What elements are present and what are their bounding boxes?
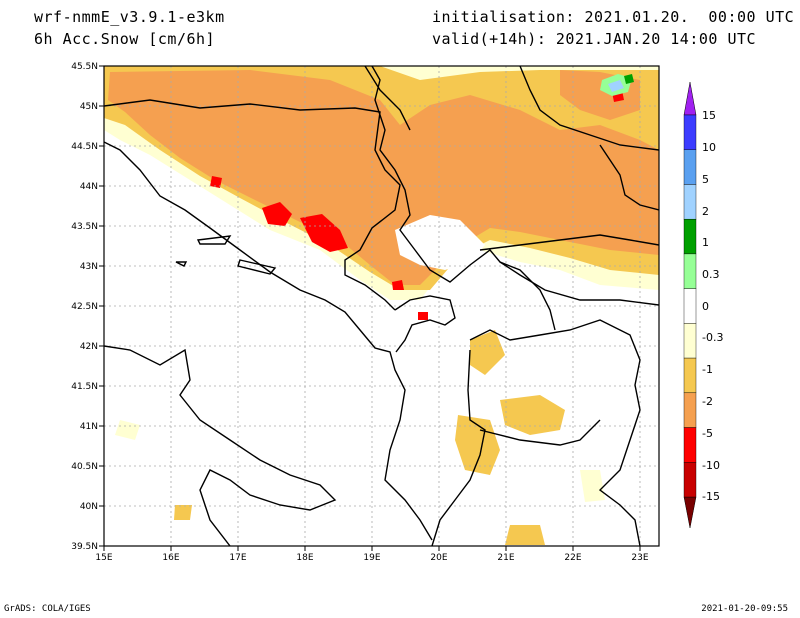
grid-lines (104, 66, 659, 546)
lat-tick: 40.5N (71, 462, 98, 472)
lat-tick: 42N (80, 342, 98, 352)
lat-tick-labels: 45.5N 45N 44.5N 44N 43.5N 43N 42.5N 42N … (71, 62, 98, 552)
colorbar-label: -10 (702, 459, 720, 472)
colorbar-label: 10 (702, 141, 716, 154)
variable-label: 6h Acc.Snow [cm/6h] (34, 30, 216, 48)
colorbar-swatch (683, 253, 697, 289)
lat-tick: 43N (80, 262, 98, 272)
colorbar-label: 0.3 (702, 268, 720, 281)
coastlines-borders (104, 66, 659, 546)
colorbar-label: 2 (702, 205, 709, 218)
colorbar-label: -0.3 (702, 331, 723, 344)
colorbar-label: 1 (702, 236, 709, 249)
colorbar-swatch (683, 288, 697, 324)
lat-tick: 41N (80, 422, 98, 432)
colorbar-label: -15 (702, 490, 720, 503)
snow-field (104, 66, 659, 545)
lon-tick-labels: 15E 16E 17E 18E 19E 20E 21E 22E 23E (95, 553, 648, 563)
colorbar-swatch (683, 149, 697, 185)
colorbar-swatch (683, 392, 697, 428)
lon-tick: 20E (430, 553, 447, 563)
colorbar-label: 0 (702, 300, 709, 313)
colorbar-label: 5 (702, 173, 709, 186)
colorbar-swatch (683, 184, 697, 220)
grads-credit: GrADS: COLA/IGES (4, 604, 91, 614)
lon-tick: 15E (95, 553, 112, 563)
lat-tick: 40N (80, 502, 98, 512)
lon-tick: 19E (363, 553, 380, 563)
colorbar-swatch (683, 462, 697, 498)
lon-tick: 22E (564, 553, 581, 563)
colorbar-swatch (683, 323, 697, 359)
colorbar-label: -1 (702, 363, 713, 376)
lon-tick: 21E (497, 553, 514, 563)
colorbar-label: 15 (702, 109, 716, 122)
lon-tick: 17E (229, 553, 246, 563)
colorbar: 15 10 5 2 1 0.3 0 -0.3 -1 -2 -5 -10 -15 (683, 81, 723, 529)
lon-tick: 16E (162, 553, 179, 563)
lat-tick: 44.5N (71, 142, 98, 152)
colorbar-max-arrow (683, 81, 697, 116)
colorbar-label: -2 (702, 395, 713, 408)
generation-timestamp: 2021-01-20-09:55 (701, 604, 788, 614)
colorbar-label: -5 (702, 427, 713, 440)
colorbar-swatch (683, 427, 697, 463)
lat-tick: 42.5N (71, 302, 98, 312)
lon-tick: 18E (296, 553, 313, 563)
lat-tick: 45N (80, 102, 98, 112)
lat-tick: 41.5N (71, 382, 98, 392)
init-time: initialisation: 2021.01.20. 00:00 UTC (432, 8, 795, 26)
lat-tick: 44N (80, 182, 98, 192)
lat-tick: 45.5N (71, 62, 98, 72)
lat-tick: 39.5N (71, 542, 98, 552)
tick-marks (99, 65, 641, 551)
lon-tick: 23E (631, 553, 648, 563)
lat-tick: 43.5N (71, 222, 98, 232)
model-name: wrf-nmmE_v3.9.1-e3km (34, 8, 225, 26)
valid-time: valid(+14h): 2021.JAN.20 14:00 UTC (432, 30, 757, 48)
colorbar-swatch (683, 218, 697, 255)
colorbar-swatch (683, 114, 697, 150)
colorbar-min-arrow (683, 496, 697, 529)
colorbar-swatch (683, 357, 697, 394)
